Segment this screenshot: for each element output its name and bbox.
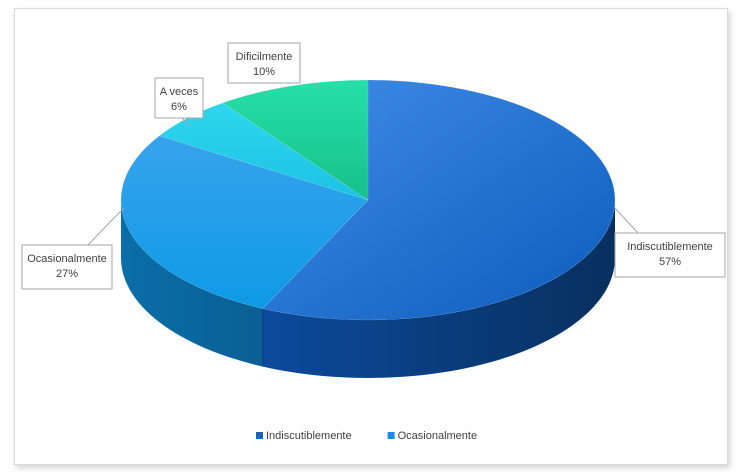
legend-label-ocasionalmente: Ocasionalmente <box>398 430 478 442</box>
label-box-a-veces <box>154 77 204 119</box>
pie-side-indiscutiblemente <box>262 200 615 378</box>
label-box-dificilmente <box>227 42 301 84</box>
slice-label-a-veces: A veces <box>160 86 199 98</box>
legend-swatch-ocasionalmente <box>387 432 395 439</box>
label-box-indiscutiblemente <box>614 232 726 278</box>
slice-percent-indiscutiblemente: 57% <box>659 256 681 268</box>
leader-line-indiscutiblemente <box>613 206 640 234</box>
slice-percent-dificilmente: 10% <box>253 66 275 78</box>
slice-label-ocasionalmente: Ocasionalmente <box>27 253 107 265</box>
slice-percent-ocasionalmente: 27% <box>56 268 78 280</box>
slice-label-dificilmente: Dificilmente <box>236 51 293 63</box>
pie-slice-indiscutiblemente <box>262 79 616 321</box>
pie-side-ocasionalmente <box>121 200 263 367</box>
pie-slice-ocasionalmente <box>120 135 369 309</box>
pie-slice-dificilmente <box>222 79 369 201</box>
slice-percent-a-veces: 6% <box>171 101 187 113</box>
legend-label-indiscutiblemente: Indiscutiblemente <box>266 430 352 442</box>
slice-label-indiscutiblemente: Indiscutiblemente <box>627 241 713 253</box>
legend-swatch-indiscutiblemente <box>256 432 263 439</box>
label-box-ocasionalmente <box>21 244 113 290</box>
